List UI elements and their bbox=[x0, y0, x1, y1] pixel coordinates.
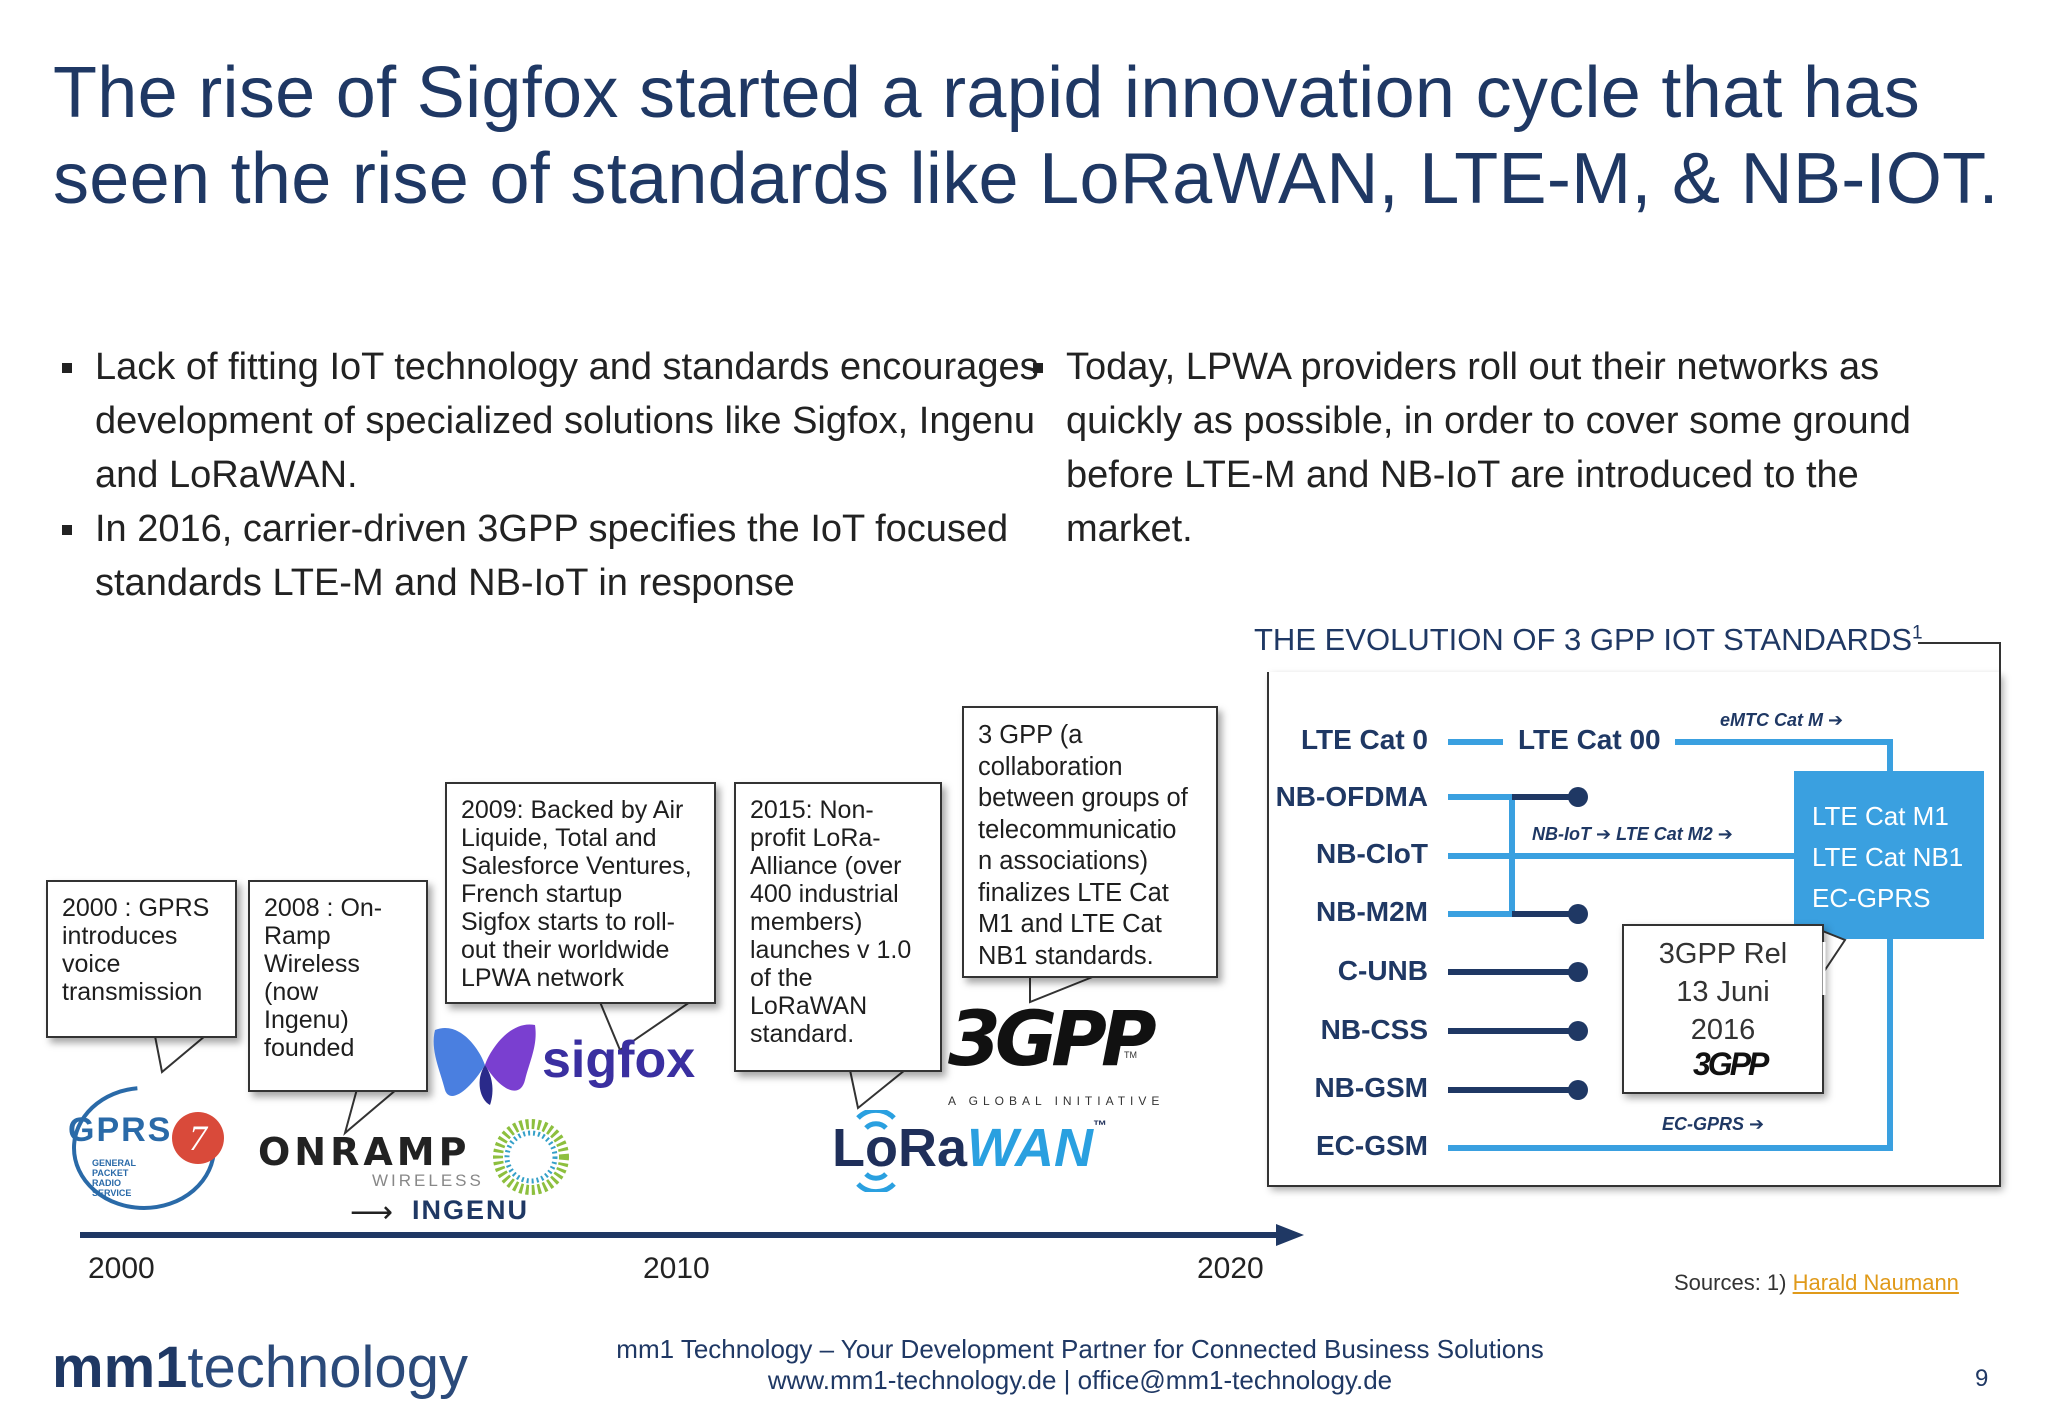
gprs-callout: 2000 : GPRS introduces voice transmissio… bbox=[46, 880, 237, 1038]
result-box-text: LTE Cat M1 LTE Cat NB1 EC-GPRS bbox=[1812, 801, 1964, 913]
threegpp-logo-tm: TM bbox=[1124, 1050, 1137, 1060]
lte-cat-00-label: LTE Cat 00 bbox=[1518, 724, 1661, 755]
threegpp-callout: 3 GPP (a collaboration between groups of… bbox=[962, 706, 1218, 978]
terminal-dot bbox=[1568, 904, 1588, 924]
timeline-year-2010: 2010 bbox=[643, 1252, 710, 1285]
onramp-logo-word: ONRAMP bbox=[258, 1130, 471, 1174]
slide-title: The rise of Sigfox started a rapid innov… bbox=[53, 53, 1999, 219]
left-bullet-list: Lack of fitting IoT technology and stand… bbox=[54, 340, 1044, 610]
sources-link[interactable]: Harald Naumann bbox=[1792, 1270, 1959, 1295]
threegpp-logo-word: 3GPP bbox=[948, 994, 1157, 1083]
timeline-year-2020: 2020 bbox=[1197, 1252, 1264, 1285]
row-label-nb-css: NB-CSS bbox=[1320, 1014, 1428, 1045]
row-label-c-unb: C-UNB bbox=[1337, 955, 1428, 986]
timeline-arrow bbox=[80, 1224, 1304, 1246]
sigfox-logo-word: sigfox bbox=[542, 1031, 696, 1089]
footer-website-link[interactable]: www.mm1-technology.de bbox=[767, 1365, 1057, 1395]
svg-text:7: 7 bbox=[189, 1118, 209, 1158]
lora-signal-icon bbox=[856, 1110, 896, 1192]
arrow-right-icon: ⟶ bbox=[350, 1196, 394, 1229]
onramp-ring-icon bbox=[493, 1119, 569, 1195]
evolution-title: THE EVOLUTION OF 3 GPP IOT STANDARDS1 bbox=[1254, 622, 1923, 657]
gprs-logo: 7 bbox=[72, 1086, 224, 1210]
nbiot-arrow-label: NB-IoT ➔ LTE Cat M2 ➔ bbox=[1532, 824, 1733, 844]
terminal-dot bbox=[1568, 1021, 1588, 1041]
release-callout-box bbox=[1622, 924, 1824, 1094]
row-label-ec-gsm: EC-GSM bbox=[1316, 1130, 1428, 1161]
sources: Sources: 1) Harald Naumann bbox=[1674, 1270, 1959, 1295]
release-callout-text: 3GPP Rel 13 Juni 2016 bbox=[1658, 938, 1788, 1046]
lora-callout: 2015: Non- profit LoRa- Alliance (over 4… bbox=[734, 782, 942, 1072]
timeline-year-2000: 2000 bbox=[88, 1252, 155, 1285]
footer-text: mm1 Technology – Your Development Partne… bbox=[616, 1334, 1544, 1395]
onramp-logo-subtitle: WIRELESS bbox=[372, 1171, 484, 1190]
release-3gpp-logo: 3GPP bbox=[1693, 1046, 1769, 1082]
row-label-nb-ofdma: NB-OFDMA bbox=[1275, 781, 1428, 812]
onramp-callout: 2008 : On- Ramp Wireless (now Ingenu) fo… bbox=[248, 880, 428, 1092]
result-box bbox=[1794, 771, 1984, 939]
row-label-nb-gsm: NB-GSM bbox=[1314, 1072, 1428, 1103]
company-logo: mm1technology bbox=[52, 1335, 468, 1400]
footer-email-link[interactable]: office@mm1-technology.de bbox=[1077, 1365, 1393, 1395]
sigfox-callout: 2009: Backed by Air Liquide, Total and S… bbox=[445, 782, 716, 1004]
threegpp-logo-tagline: A GLOBAL INITIATIVE bbox=[948, 1094, 1165, 1108]
right-bullet-list: Today, LPWA providers roll out their net… bbox=[1025, 340, 1985, 556]
row-label-nb-ciot: NB-CIoT bbox=[1316, 838, 1428, 869]
page-number: 9 bbox=[1975, 1365, 1989, 1392]
row-label-nb-m2m: NB-M2M bbox=[1316, 896, 1428, 927]
bullet-item: Today, LPWA providers roll out their net… bbox=[1025, 340, 1985, 556]
sigfox-butterfly-icon bbox=[433, 1024, 536, 1105]
lorawan-logo: LoRaWAN™ bbox=[832, 1117, 1107, 1178]
emtc-arrow-label: eMTC Cat M ➔ bbox=[1720, 710, 1844, 730]
ecgprs-arrow-label: EC-GPRS ➔ bbox=[1662, 1114, 1765, 1134]
terminal-dot bbox=[1568, 1080, 1588, 1100]
gprs-logo-subtitle: GENERAL PACKET RADIO SERVICE bbox=[92, 1158, 137, 1198]
terminal-dot bbox=[1568, 962, 1588, 982]
bullet-item: Lack of fitting IoT technology and stand… bbox=[54, 340, 1044, 502]
terminal-dot bbox=[1568, 787, 1588, 807]
row-label-lte-cat-0: LTE Cat 0 bbox=[1300, 724, 1428, 755]
bullet-item: In 2016, carrier-driven 3GPP specifies t… bbox=[54, 502, 1044, 610]
ingenu-logo: INGENU bbox=[412, 1195, 530, 1225]
gprs-logo-word: GPRS bbox=[68, 1111, 173, 1149]
